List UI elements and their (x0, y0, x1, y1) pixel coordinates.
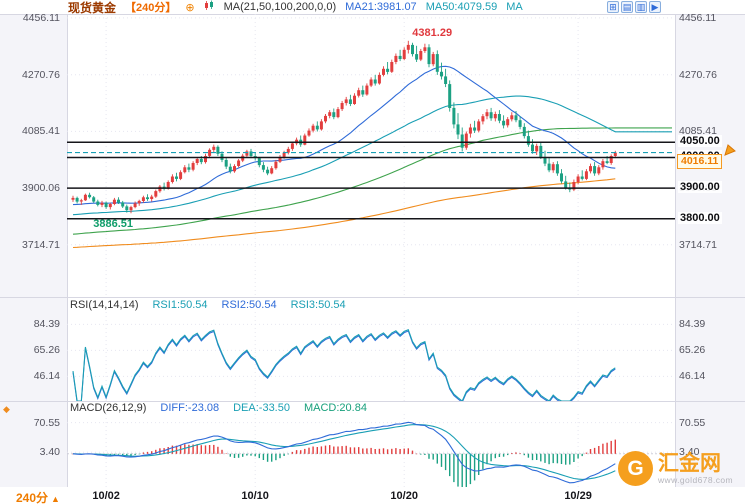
ma-line-200 (72, 178, 616, 249)
level-label: 4050.00 (678, 135, 722, 148)
y-axis-label-right: 4270.76 (679, 68, 717, 81)
left-axis-column (0, 14, 67, 487)
rsi-axis-label-right: 65.26 (679, 344, 706, 357)
y-axis-label-left: 4085.41 (22, 125, 60, 138)
level-label: 3800.00 (678, 211, 722, 224)
huijin-logo-icon: G (618, 451, 653, 486)
date-label: 10/02 (92, 490, 120, 502)
rsi-chart[interactable] (67, 312, 675, 401)
y-axis-label-right: 3714.71 (679, 238, 717, 251)
pane-handle-icon[interactable]: ◆ (3, 404, 10, 414)
date-label: 10/29 (564, 490, 592, 502)
rsi3-value-label: RSI3:50.54 (290, 298, 346, 311)
main-gridlines (67, 14, 675, 297)
separator (0, 401, 745, 402)
rsi-axis-label-right: 46.14 (679, 370, 706, 383)
rsi-header: RSI(14,14,14) RSI1:50.54 RSI2:50.54 RSI3… (0, 297, 745, 312)
y-axis-label-left: 3714.71 (22, 238, 60, 251)
rsi-axis-label-left: 84.39 (33, 318, 60, 331)
brand-url: www.gold678.com (658, 474, 733, 485)
rsi-name-label: RSI(14,14,14) (70, 298, 139, 311)
level-label: 3900.00 (678, 181, 722, 194)
rsi-axis-label-right: 84.39 (679, 318, 706, 331)
ma-more-label: MA (506, 1, 523, 13)
instrument-title: 现货黄金 (68, 0, 117, 15)
chevron-up-icon: ▲ (51, 494, 60, 504)
candlestick-icon (204, 0, 215, 14)
macd-histogram (72, 439, 616, 487)
brand-name: 汇金网 (658, 451, 721, 475)
cursor-arrow-icon (722, 142, 738, 161)
y-axis-label-right: 4456.11 (679, 11, 717, 24)
level-lines-layer (67, 141, 675, 220)
diff-line (72, 421, 616, 484)
macd-axis-label-right: 70.55 (679, 416, 706, 429)
grid-view-icon[interactable]: ▤ (621, 1, 633, 13)
dea-line (72, 424, 616, 480)
window-controls: ⊞ ▤ ▥ ▶ (607, 1, 661, 13)
rsi2-line (72, 330, 616, 401)
right-axis-column (675, 14, 745, 487)
candles-layer (71, 40, 617, 214)
brand-watermark: G 汇金网 www.gold678.com (618, 451, 733, 486)
rsi-axis-label-left: 65.26 (33, 344, 60, 357)
trough-annotation: 3886.51 (93, 218, 133, 230)
rsi2-value-label: RSI2:50.54 (221, 298, 277, 311)
y-axis-label-left: 4270.76 (22, 68, 60, 81)
y-axis-label-left: 4456.11 (22, 11, 60, 24)
separator (0, 297, 745, 298)
macd-header: MACD(26,12,9) DIFF:-23.08 DEA:-33.50 MAC… (0, 401, 745, 414)
add-chart-icon[interactable]: ⊞ (607, 1, 619, 13)
date-label: 10/10 (241, 490, 269, 502)
last-price-tag: 4016.11 (677, 153, 723, 169)
rsi1-value-label: RSI1:50.54 (152, 298, 208, 311)
play-forward-icon[interactable]: ▶ (649, 1, 661, 13)
macd-axis-label-left: 3.40 (39, 446, 60, 459)
split-view-icon[interactable]: ▥ (635, 1, 647, 13)
timeframe-label: 【240分】 (125, 2, 177, 14)
y-axis-label-right: 4085.41 (679, 125, 717, 138)
ma-settings-label: MA(21,50,100,200,0,0) (223, 1, 337, 13)
timeframe-button[interactable]: 240分 ▲ (16, 491, 60, 504)
rsi-axis-label-left: 46.14 (33, 370, 60, 383)
peak-annotation: 4381.29 (412, 27, 452, 39)
chart-header: 现货黄金 【240分】 ⊕ MA(21,50,100,200,0,0) MA21… (0, 0, 745, 15)
rsi1-line (72, 328, 616, 401)
ma50-value-label: MA50:4079.59 (425, 1, 498, 13)
macd-name-label: MACD(26,12,9) (70, 401, 147, 414)
y-axis-label-left: 3900.06 (22, 182, 60, 195)
ma-line-50 (72, 95, 672, 216)
ma21-value-label: MA21:3981.07 (345, 1, 417, 13)
macd-value-label: MACD:20.84 (303, 401, 367, 414)
separator (67, 14, 68, 487)
macd-axis-label-left: 70.55 (33, 416, 60, 429)
diff-value-label: DIFF:-23.08 (160, 401, 220, 414)
date-label: 10/20 (390, 490, 418, 502)
macd-axis-label-right: 3.40 (679, 446, 700, 459)
separator (675, 14, 676, 487)
ma-line-21 (72, 65, 616, 206)
time-axis-bar (0, 487, 745, 504)
main-price-chart[interactable]: 4381.29 3886.51 (67, 14, 675, 297)
add-indicator-icon[interactable]: ⊕ (185, 1, 195, 14)
dea-value-label: DEA:-33.50 (233, 401, 290, 414)
macd-chart[interactable] (67, 414, 675, 487)
separator (0, 14, 745, 15)
